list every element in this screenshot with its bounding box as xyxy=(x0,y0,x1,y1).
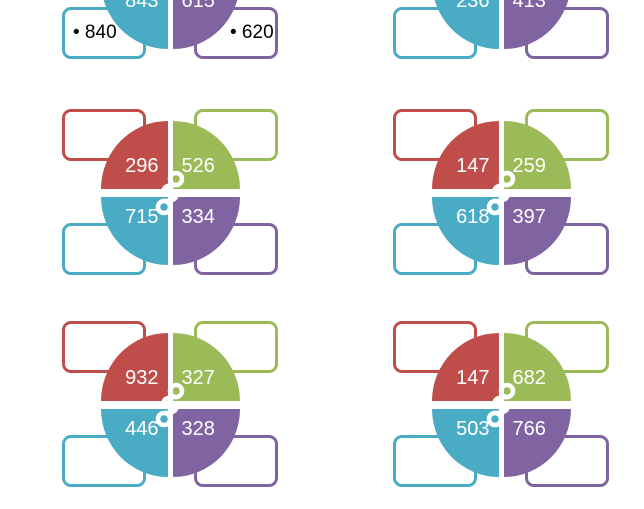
quadrant-value: 615 xyxy=(181,0,215,12)
dollar-cycle-icon xyxy=(486,170,516,216)
quadrant-bottom-right[interactable]: 334 xyxy=(172,197,240,265)
quadrant-cycle-diagram-1[interactable]: • 840 • 620 843 615 xyxy=(62,0,278,59)
quadrant-cycle-diagram-3[interactable]: 296 526 715 334 xyxy=(62,109,278,275)
quadrant-value: 446 xyxy=(125,418,159,440)
quadrant-value: 296 xyxy=(125,155,159,177)
quadrant-value: 147 xyxy=(456,155,490,177)
quadrant-value: 413 xyxy=(512,0,546,12)
quadrant-value: 328 xyxy=(181,418,215,440)
quadrant-value: 618 xyxy=(456,206,490,228)
dollar-cycle-icon xyxy=(155,170,185,216)
quadrant-value: 334 xyxy=(181,206,215,228)
quadrant-cycle-diagram-2[interactable]: 236 413 xyxy=(393,0,609,59)
quadrant-value: 503 xyxy=(456,418,490,440)
quadrant-value: 327 xyxy=(181,367,215,389)
quadrant-value: 397 xyxy=(512,206,546,228)
callout-label: • 840 xyxy=(73,22,117,43)
dollar-cycle-icon xyxy=(155,382,185,428)
quadrant-value: 843 xyxy=(125,0,159,12)
quadrant-value: 236 xyxy=(456,0,490,12)
quadrant-cycle-diagram-4[interactable]: 147 259 618 397 xyxy=(393,109,609,275)
quadrant-value: 682 xyxy=(512,367,546,389)
quadrant-value: 766 xyxy=(512,418,546,440)
quadrant-value: 715 xyxy=(125,206,159,228)
quadrant-value: 526 xyxy=(181,155,215,177)
quadrant-value: 147 xyxy=(456,367,490,389)
quadrant-value: 932 xyxy=(125,367,159,389)
dollar-cycle-icon xyxy=(486,382,516,428)
quadrant-cycle-diagram-5[interactable]: 932 327 446 328 xyxy=(62,321,278,487)
quadrant-value: 259 xyxy=(512,155,546,177)
callout-label: • 620 xyxy=(230,22,274,43)
quadrant-cycle-diagram-6[interactable]: 147 682 503 766 xyxy=(393,321,609,487)
